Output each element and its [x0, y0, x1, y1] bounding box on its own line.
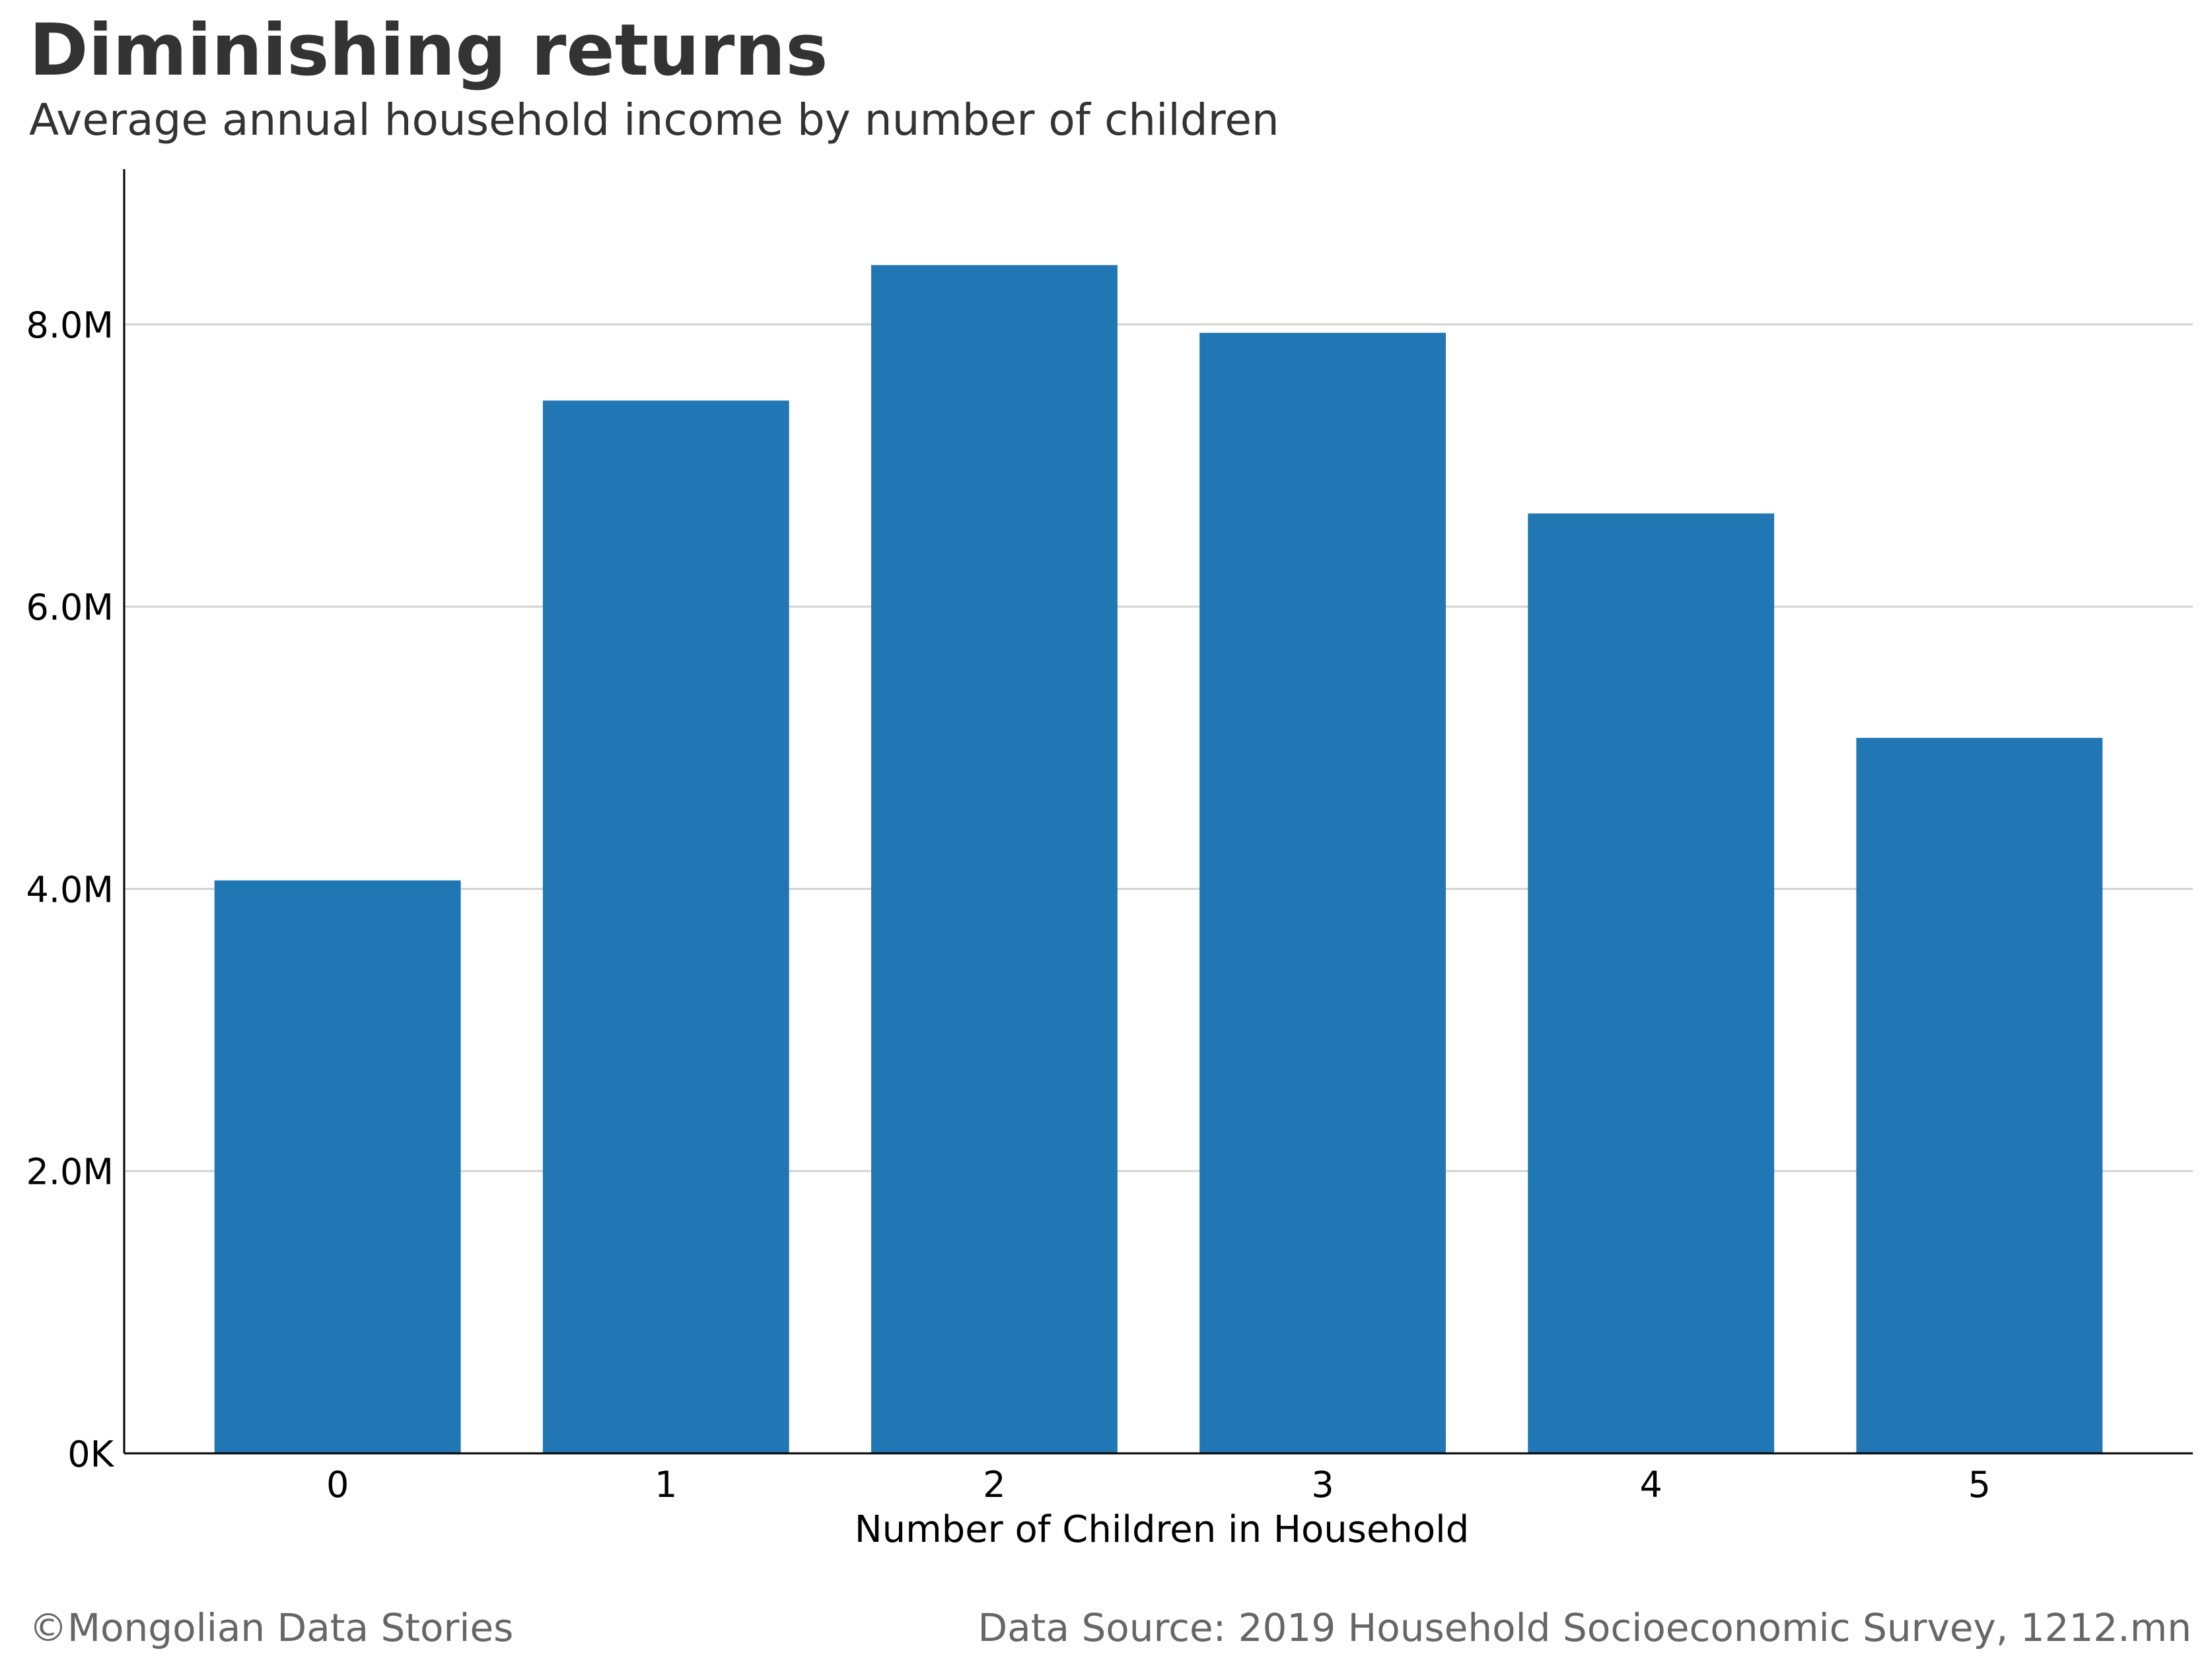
chart-title: Diminishing returns — [29, 9, 828, 92]
bar-3 — [1199, 332, 1446, 1453]
tick-labels: 0K 2.0M 4.0M 6.0M 8.0M 0 1 2 3 4 5 — [26, 305, 1991, 1506]
x-tick-label: 0 — [326, 1464, 349, 1506]
y-tick-label: 4.0M — [26, 869, 114, 910]
y-tick-label: 6.0M — [26, 587, 114, 628]
gridlines — [124, 323, 2193, 1173]
x-tick-label: 2 — [983, 1464, 1005, 1506]
bars — [214, 265, 2103, 1454]
x-tick-label: 3 — [1311, 1464, 1334, 1506]
x-tick-label: 4 — [1640, 1464, 1662, 1506]
footer-source: Data Source: 2019 Household Socioeconomi… — [978, 1605, 2192, 1650]
y-tick-label: 8.0M — [26, 305, 114, 346]
chart-subtitle: Average annual household income by numbe… — [29, 94, 1279, 145]
bar-4 — [1528, 513, 1775, 1454]
y-tick-label: 0K — [67, 1434, 114, 1475]
x-axis-title: Number of Children in Household — [855, 1508, 1470, 1551]
axes — [123, 169, 2193, 1455]
bar-2 — [871, 265, 1118, 1454]
y-tick-label: 2.0M — [26, 1151, 114, 1193]
bar-1 — [542, 400, 789, 1454]
footer-credit: ©Mongolian Data Stories — [29, 1605, 514, 1650]
bar-0 — [214, 880, 461, 1453]
x-tick-label: 1 — [655, 1464, 677, 1506]
x-tick-label: 5 — [1968, 1464, 1991, 1506]
bar-5 — [1856, 737, 2103, 1453]
